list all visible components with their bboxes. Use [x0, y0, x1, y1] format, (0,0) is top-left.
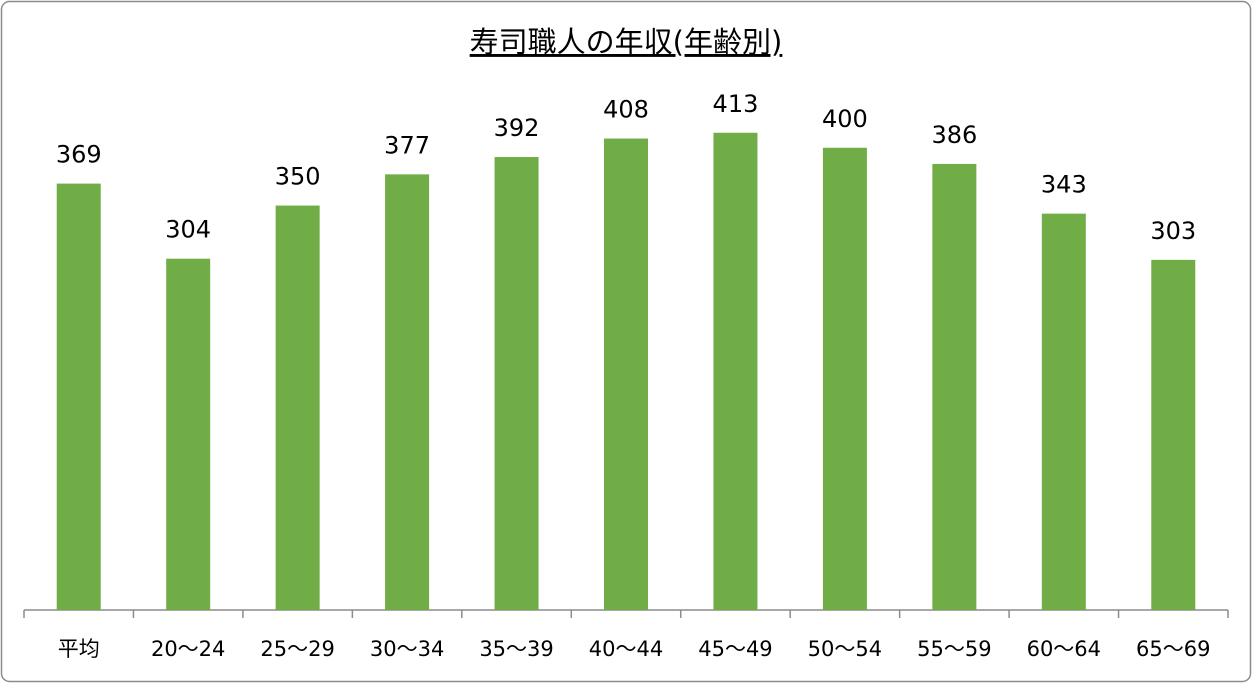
data-label: 377	[384, 131, 430, 159]
data-label: 386	[931, 121, 977, 149]
data-label: 343	[1041, 171, 1087, 199]
bar	[1041, 213, 1086, 610]
bar	[932, 163, 977, 610]
bar	[166, 258, 211, 610]
x-tick-label: 20〜24	[151, 637, 225, 661]
data-label: 350	[275, 163, 321, 191]
bar	[275, 205, 320, 611]
data-label: 400	[822, 105, 868, 133]
x-tick-label: 45〜49	[698, 637, 772, 661]
data-label: 303	[1150, 217, 1196, 245]
bar	[494, 157, 539, 610]
bar	[713, 132, 758, 610]
x-tick-label: 25〜29	[260, 637, 334, 661]
bar	[56, 183, 101, 610]
data-label: 304	[165, 216, 211, 244]
x-tick-label: 55〜59	[917, 637, 991, 661]
x-tick-label: 35〜39	[479, 637, 553, 661]
x-tick-label: 65〜69	[1136, 637, 1210, 661]
x-tick-label: 30〜34	[370, 637, 444, 661]
data-label: 369	[56, 141, 102, 169]
data-label: 408	[603, 96, 649, 124]
x-tick-label: 50〜54	[808, 637, 882, 661]
bar	[604, 138, 648, 611]
chart-title: 寿司職人の年収(年齢別)	[470, 25, 783, 59]
x-tick-label: 60〜64	[1027, 637, 1101, 661]
x-tick-label: 40〜44	[589, 637, 663, 661]
data-label: 413	[713, 90, 759, 118]
data-label: 392	[494, 114, 540, 142]
bar	[1151, 259, 1196, 610]
bar	[385, 174, 430, 610]
x-tick-label: 平均	[58, 637, 100, 661]
bar	[822, 147, 867, 610]
